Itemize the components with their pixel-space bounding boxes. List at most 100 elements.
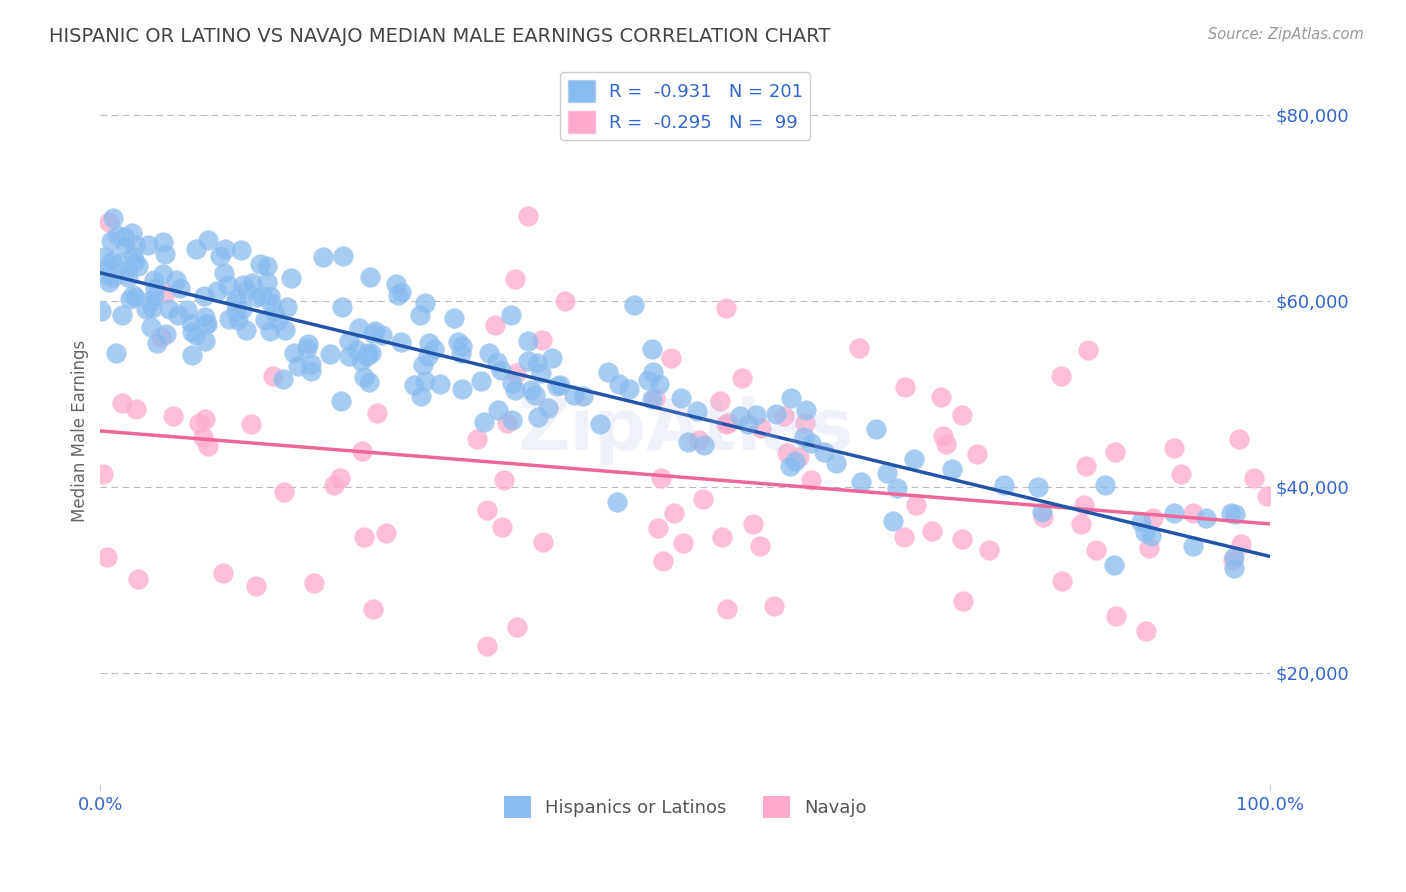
Navajo bbox=[239, 417, 262, 431]
Hispanics or Latinos bbox=[1026, 480, 1049, 494]
Navajo bbox=[475, 503, 498, 517]
Hispanics or Latinos bbox=[783, 454, 806, 468]
Navajo bbox=[1070, 517, 1092, 532]
Hispanics or Latinos bbox=[120, 292, 142, 306]
Navajo bbox=[1181, 506, 1204, 520]
Hispanics or Latinos bbox=[240, 276, 263, 290]
Navajo bbox=[647, 521, 669, 535]
Navajo bbox=[492, 473, 515, 487]
Hispanics or Latinos bbox=[232, 278, 254, 293]
Navajo bbox=[893, 530, 915, 544]
Hispanics or Latinos bbox=[332, 300, 354, 314]
Hispanics or Latinos bbox=[256, 259, 278, 273]
Hispanics or Latinos bbox=[865, 422, 887, 436]
Navajo bbox=[484, 318, 506, 332]
Hispanics or Latinos bbox=[451, 338, 474, 352]
Navajo bbox=[194, 412, 217, 426]
Hispanics or Latinos bbox=[537, 401, 560, 416]
Hispanics or Latinos bbox=[97, 268, 120, 282]
Navajo bbox=[1104, 445, 1126, 459]
Navajo bbox=[775, 446, 797, 460]
Navajo bbox=[188, 417, 211, 431]
Navajo bbox=[1049, 369, 1071, 384]
Navajo bbox=[1135, 624, 1157, 639]
Navajo bbox=[302, 576, 325, 591]
Hispanics or Latinos bbox=[97, 276, 120, 290]
Hispanics or Latinos bbox=[409, 308, 432, 322]
Hispanics or Latinos bbox=[235, 284, 257, 298]
Navajo bbox=[935, 437, 957, 451]
Hispanics or Latinos bbox=[276, 300, 298, 314]
Text: HISPANIC OR LATINO VS NAVAJO MEDIAN MALE EARNINGS CORRELATION CHART: HISPANIC OR LATINO VS NAVAJO MEDIAN MALE… bbox=[49, 27, 831, 45]
Hispanics or Latinos bbox=[226, 313, 249, 327]
Navajo bbox=[688, 433, 710, 447]
Hispanics or Latinos bbox=[143, 280, 166, 294]
Navajo bbox=[966, 447, 988, 461]
Hispanics or Latinos bbox=[117, 262, 139, 277]
Hispanics or Latinos bbox=[297, 336, 319, 351]
Hispanics or Latinos bbox=[299, 357, 322, 371]
Hispanics or Latinos bbox=[319, 346, 342, 360]
Hispanics or Latinos bbox=[274, 323, 297, 337]
Hispanics or Latinos bbox=[941, 462, 963, 476]
Hispanics or Latinos bbox=[648, 376, 671, 391]
Hispanics or Latinos bbox=[356, 349, 378, 363]
Hispanics or Latinos bbox=[1133, 524, 1156, 539]
Navajo bbox=[714, 301, 737, 315]
Navajo bbox=[273, 485, 295, 500]
Hispanics or Latinos bbox=[793, 430, 815, 444]
Hispanics or Latinos bbox=[312, 250, 335, 264]
Hispanics or Latinos bbox=[886, 481, 908, 495]
Hispanics or Latinos bbox=[693, 437, 716, 451]
Navajo bbox=[772, 409, 794, 423]
Navajo bbox=[717, 416, 740, 430]
Hispanics or Latinos bbox=[184, 328, 207, 343]
Hispanics or Latinos bbox=[259, 289, 281, 303]
Hispanics or Latinos bbox=[501, 376, 523, 390]
Hispanics or Latinos bbox=[503, 384, 526, 398]
Navajo bbox=[1032, 510, 1054, 524]
Hispanics or Latinos bbox=[478, 346, 501, 360]
Hispanics or Latinos bbox=[176, 303, 198, 318]
Hispanics or Latinos bbox=[124, 255, 146, 269]
Hispanics or Latinos bbox=[598, 365, 620, 379]
Navajo bbox=[1074, 458, 1097, 473]
Hispanics or Latinos bbox=[349, 354, 371, 368]
Navajo bbox=[709, 393, 731, 408]
Hispanics or Latinos bbox=[152, 235, 174, 249]
Navajo bbox=[644, 392, 666, 406]
Hispanics or Latinos bbox=[225, 296, 247, 310]
Hispanics or Latinos bbox=[623, 298, 645, 312]
Hispanics or Latinos bbox=[100, 252, 122, 267]
Navajo bbox=[127, 572, 149, 586]
Hispanics or Latinos bbox=[138, 293, 160, 308]
Hispanics or Latinos bbox=[447, 335, 470, 350]
Navajo bbox=[1243, 471, 1265, 485]
Hispanics or Latinos bbox=[418, 335, 440, 350]
Hispanics or Latinos bbox=[235, 323, 257, 337]
Hispanics or Latinos bbox=[136, 237, 159, 252]
Hispanics or Latinos bbox=[519, 384, 541, 398]
Navajo bbox=[793, 416, 815, 430]
Hispanics or Latinos bbox=[111, 308, 134, 322]
Hispanics or Latinos bbox=[412, 358, 434, 372]
Hispanics or Latinos bbox=[347, 321, 370, 335]
Hispanics or Latinos bbox=[607, 377, 630, 392]
Navajo bbox=[848, 342, 870, 356]
Navajo bbox=[155, 286, 177, 301]
Hispanics or Latinos bbox=[194, 310, 217, 325]
Hispanics or Latinos bbox=[737, 417, 759, 432]
Hispanics or Latinos bbox=[389, 335, 412, 350]
Navajo bbox=[554, 293, 576, 308]
Hispanics or Latinos bbox=[332, 249, 354, 263]
Hispanics or Latinos bbox=[643, 365, 665, 379]
Hispanics or Latinos bbox=[256, 275, 278, 289]
Hispanics or Latinos bbox=[157, 301, 180, 316]
Navajo bbox=[193, 430, 215, 444]
Hispanics or Latinos bbox=[259, 324, 281, 338]
Hispanics or Latinos bbox=[387, 288, 409, 302]
Navajo bbox=[149, 330, 172, 344]
Navajo bbox=[650, 471, 672, 485]
Hispanics or Latinos bbox=[486, 403, 509, 417]
Hispanics or Latinos bbox=[250, 289, 273, 303]
